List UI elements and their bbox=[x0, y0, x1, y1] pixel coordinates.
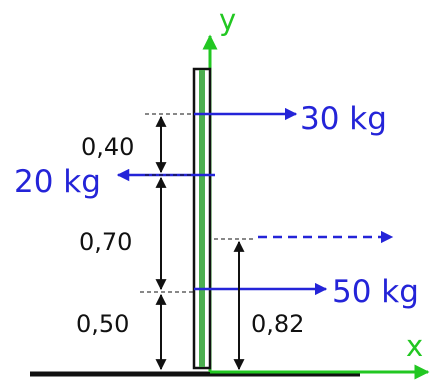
x-axis-label: x bbox=[406, 329, 423, 363]
dim-082-label: 0,82 bbox=[251, 310, 304, 338]
dim-050-label: 0,50 bbox=[76, 310, 129, 338]
beam-core bbox=[199, 70, 205, 367]
force-20kg-label: 20 kg bbox=[14, 164, 101, 200]
dim-040-label: 0,40 bbox=[81, 133, 134, 161]
force-30kg-label: 30 kg bbox=[300, 101, 387, 137]
dim-070-label: 0,70 bbox=[79, 228, 132, 256]
y-axis-label: y bbox=[219, 3, 236, 37]
force-50kg-label: 50 kg bbox=[332, 274, 419, 310]
